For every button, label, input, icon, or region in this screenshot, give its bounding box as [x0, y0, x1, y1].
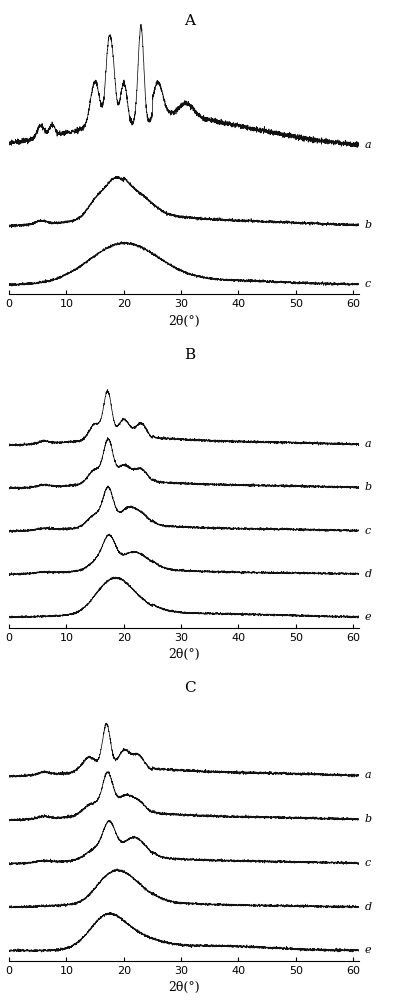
Text: e: e [364, 612, 371, 622]
X-axis label: 2θ(°): 2θ(°) [168, 981, 200, 994]
Text: e: e [364, 945, 371, 955]
Text: C: C [184, 681, 196, 695]
Text: A: A [184, 14, 195, 28]
Text: d: d [364, 902, 372, 912]
Text: a: a [364, 770, 371, 780]
Text: b: b [364, 482, 372, 492]
Text: c: c [364, 279, 371, 289]
Text: a: a [364, 140, 371, 150]
Text: b: b [364, 220, 372, 230]
X-axis label: 2θ(°): 2θ(°) [168, 648, 200, 661]
Text: d: d [364, 569, 372, 579]
Text: c: c [364, 526, 371, 536]
Text: b: b [364, 814, 372, 824]
Text: c: c [364, 858, 371, 868]
Text: B: B [184, 348, 195, 362]
X-axis label: 2θ(°): 2θ(°) [168, 315, 200, 328]
Text: a: a [364, 439, 371, 449]
